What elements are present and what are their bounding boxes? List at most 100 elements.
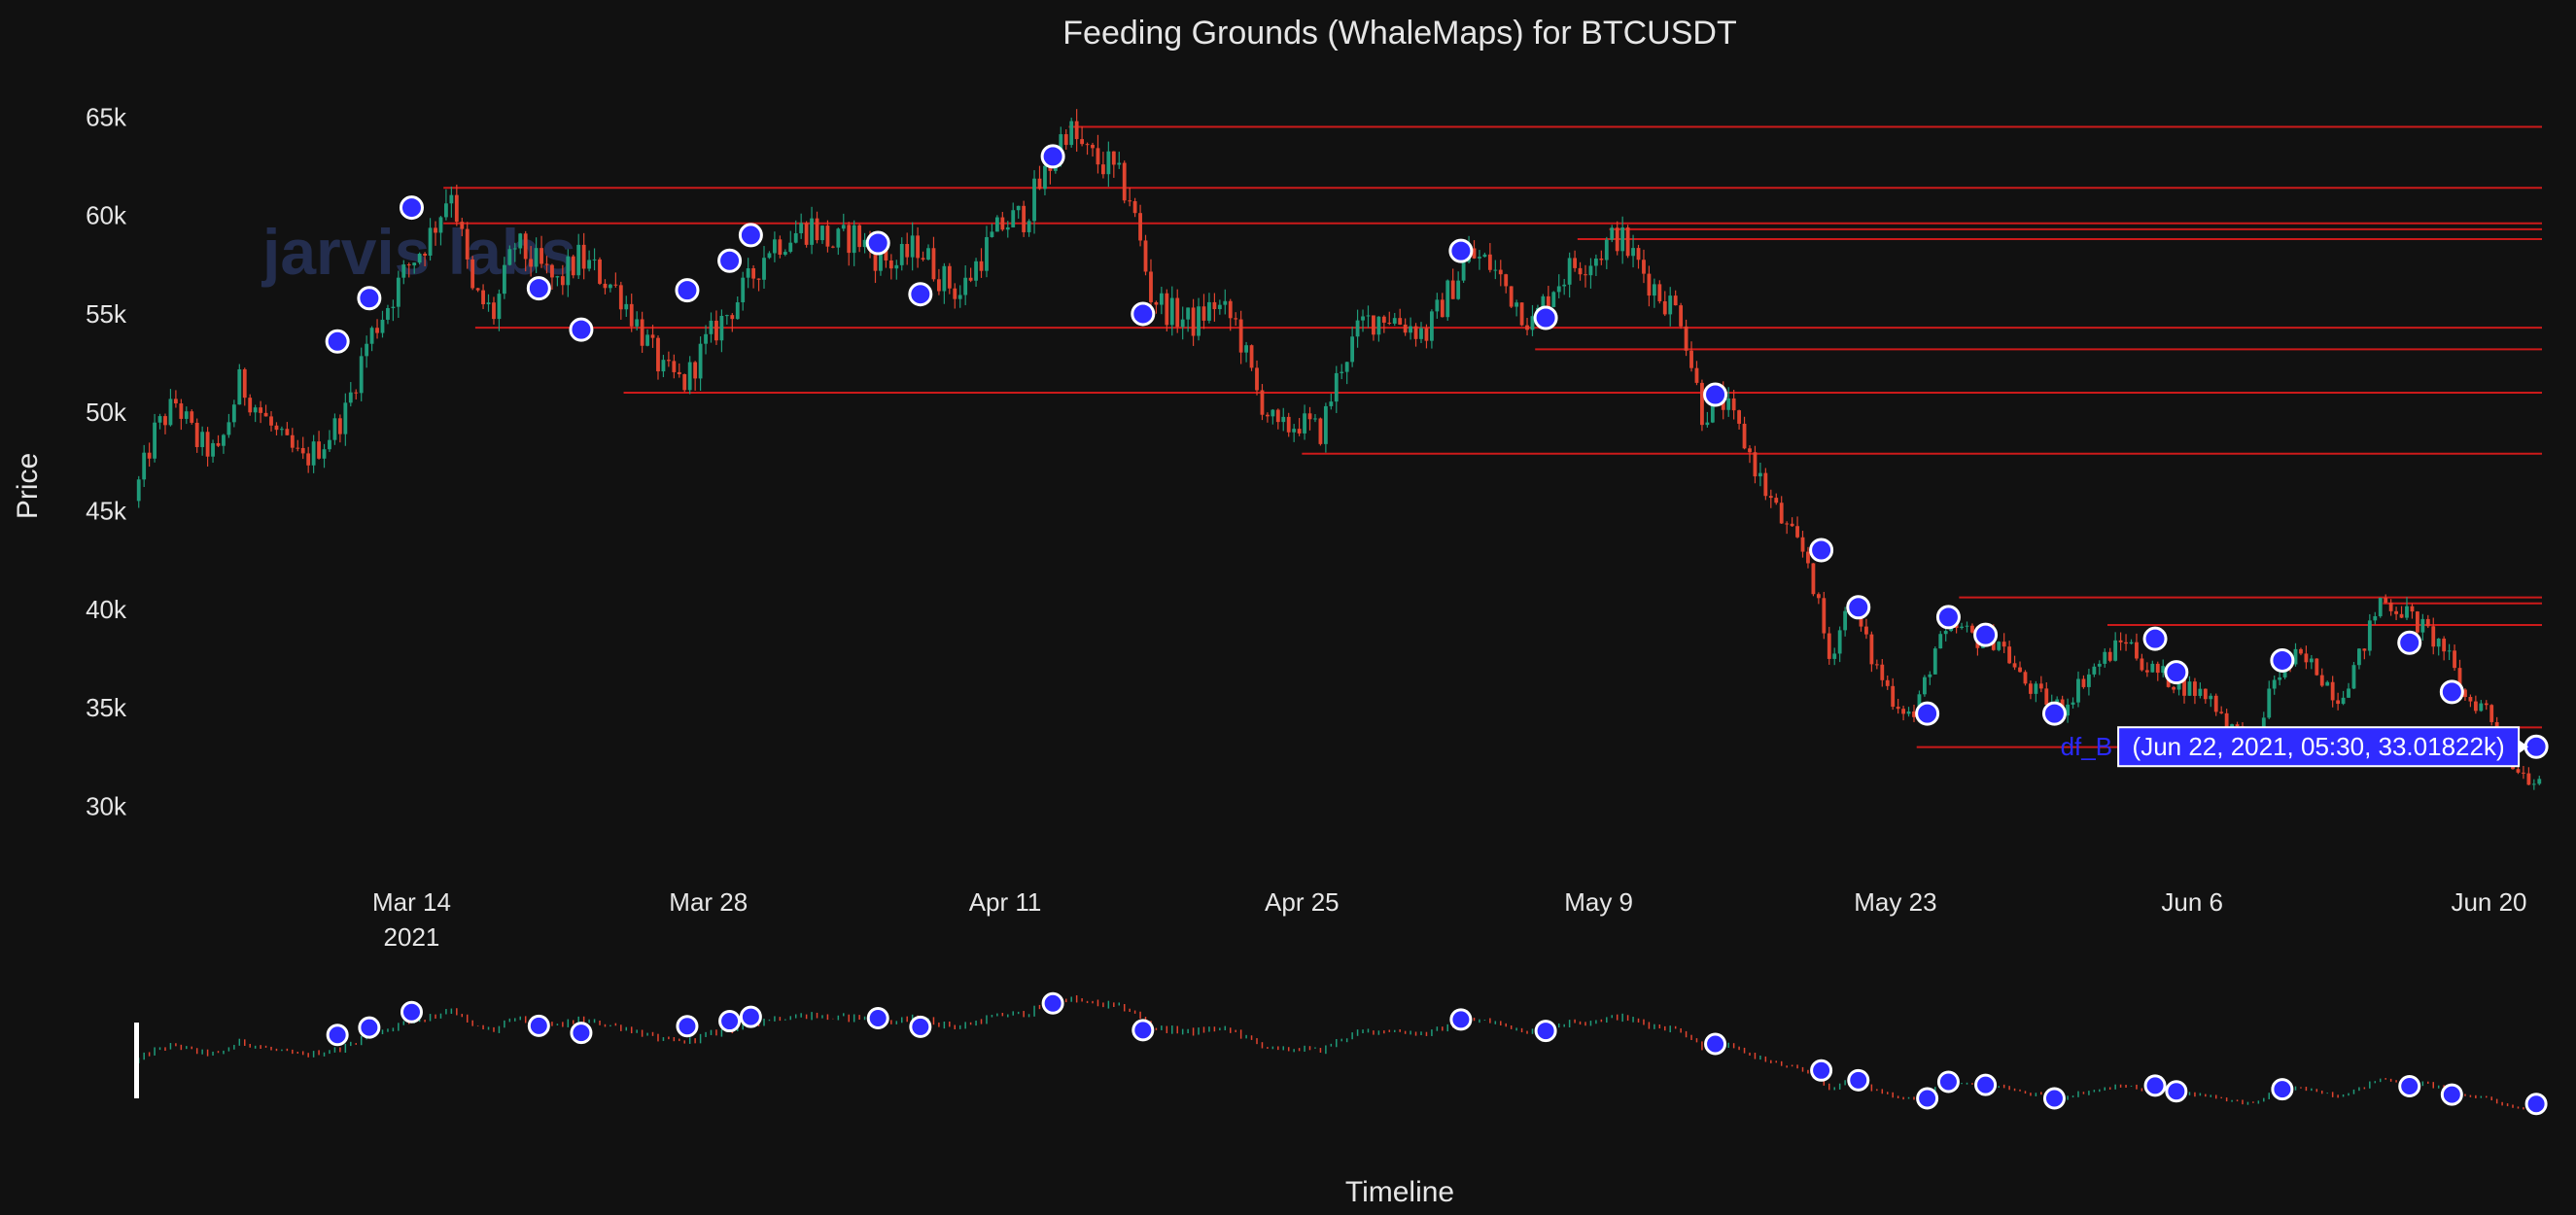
slider-marker <box>1041 991 1064 1015</box>
candle-body <box>1398 318 1403 325</box>
candle-body <box>168 399 173 426</box>
candle-body <box>873 251 878 271</box>
candles-layer <box>136 109 2542 790</box>
candle-body <box>1450 280 1455 299</box>
candle-body <box>2018 667 2022 673</box>
candle-body <box>1201 306 1206 321</box>
range-slider-handle[interactable] <box>134 1023 139 1098</box>
candle-body <box>2023 672 2028 684</box>
candle-body <box>1435 299 1440 312</box>
candle-body <box>2002 642 2006 647</box>
candle-body <box>470 259 475 289</box>
candle-body <box>2453 650 2456 669</box>
candle-body <box>1169 297 1174 326</box>
candle-body <box>724 315 729 317</box>
candle-body <box>1584 274 1587 276</box>
candle-body <box>687 362 692 391</box>
candle-body <box>2081 678 2086 687</box>
candle-body <box>1165 293 1169 326</box>
candle-body <box>884 248 888 260</box>
whale-marker <box>1448 238 1474 263</box>
candle-body <box>2367 620 2372 651</box>
range-slider[interactable] <box>134 991 2548 1116</box>
candle-body <box>1615 227 1619 252</box>
candle-body <box>1132 200 1137 214</box>
candle-body <box>1843 610 1848 631</box>
slider-marker <box>1936 1070 1960 1094</box>
candle-body <box>2187 681 2192 696</box>
candle-body <box>222 434 226 446</box>
x-tick-sublabel: 2021 <box>384 922 440 952</box>
whale-marker <box>1703 382 1728 407</box>
candle-body <box>1212 301 1217 310</box>
candle-body <box>1487 254 1492 270</box>
slider-marker <box>358 1016 381 1039</box>
candle-body <box>1785 523 1790 525</box>
candle-body <box>1372 315 1375 335</box>
slider-marker <box>2042 1087 2066 1110</box>
candle-body <box>2457 668 2462 690</box>
candle-body <box>328 439 331 450</box>
candle-body <box>550 264 554 278</box>
candle-body <box>1694 367 1699 383</box>
candle-body <box>529 259 534 267</box>
candle-body <box>248 398 253 413</box>
candle-body <box>1117 162 1122 165</box>
candle-body <box>942 265 947 292</box>
candle-body <box>337 418 342 434</box>
candle-body <box>163 416 167 426</box>
candle-body <box>1419 328 1423 339</box>
candle-body <box>682 373 687 391</box>
candle-body <box>1027 221 1031 232</box>
chart-title: Feeding Grounds (WhaleMaps) for BTCUSDT <box>1062 15 1736 52</box>
candle-body <box>1514 302 1519 307</box>
candle-body <box>1080 139 1085 145</box>
candle-body <box>242 368 247 399</box>
levels-layer <box>443 125 2542 748</box>
candle-body <box>735 302 740 320</box>
candle-body <box>1085 144 1090 146</box>
watermark-text: jarvis labs <box>261 216 576 288</box>
candle-body <box>523 233 528 260</box>
candle-body <box>825 226 830 247</box>
slider-marker <box>1704 1032 1727 1056</box>
candle-body <box>317 441 321 459</box>
candle-body <box>2531 783 2536 785</box>
candle-body <box>386 307 390 320</box>
candle-body <box>1429 311 1434 341</box>
candle-body <box>290 434 295 448</box>
candle-body <box>512 248 517 250</box>
candle-body <box>179 403 184 419</box>
candle-body <box>285 429 290 435</box>
candle-body <box>2378 597 2383 616</box>
candle-body <box>704 333 708 344</box>
x-tick-labels: Mar 14 2021 Mar 28 Apr 11 Apr 25 May 9 May 23 J… <box>372 887 2527 952</box>
candle-body <box>1891 685 1896 708</box>
hover-text: (Jun 22, 2021, 05:30, 33.01822k) <box>2133 732 2505 761</box>
slider-marker <box>739 1005 762 1028</box>
candle-body <box>1334 372 1339 402</box>
candle-body <box>916 235 921 259</box>
candle-body <box>1673 295 1678 306</box>
whale-marker <box>2270 647 2295 673</box>
x-tick-label: Jun 6 <box>2161 887 2223 917</box>
x-tick-label: May 23 <box>1854 887 1936 917</box>
candle-body <box>1478 257 1481 259</box>
candle-body <box>2516 769 2521 773</box>
hover-tooltip: (Jun 22, 2021, 05:30, 33.01822k) df_B <box>2061 726 2529 768</box>
candle-body <box>253 407 258 413</box>
candle-body <box>1652 284 1656 296</box>
whale-marker <box>1935 605 1961 630</box>
candle-body <box>2055 699 2060 703</box>
whale-marker <box>738 223 763 248</box>
whale-marker <box>569 317 594 342</box>
candle-body <box>1111 151 1116 165</box>
candle-body <box>841 225 846 229</box>
candle-body <box>1997 642 2002 650</box>
whale-marker <box>908 282 933 307</box>
candle-body <box>1461 261 1466 281</box>
candle-body <box>1456 280 1461 299</box>
x-axis-title: Timeline <box>1345 1176 1454 1208</box>
slider-marker <box>1810 1059 1833 1082</box>
whale-marker <box>717 248 743 273</box>
